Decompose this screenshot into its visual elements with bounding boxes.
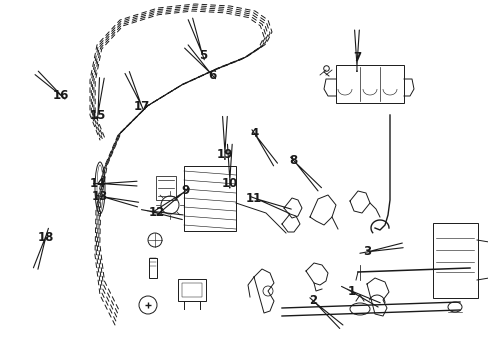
- Text: 3: 3: [359, 243, 402, 258]
- Bar: [178, 279, 205, 301]
- Bar: [183, 166, 236, 231]
- Text: 5: 5: [188, 18, 206, 62]
- Bar: [182, 283, 202, 297]
- Text: 12: 12: [141, 206, 183, 220]
- Text: 19: 19: [216, 116, 233, 161]
- Text: 18: 18: [33, 228, 54, 269]
- Bar: [149, 258, 157, 278]
- Text: 1: 1: [341, 285, 380, 307]
- Ellipse shape: [95, 162, 105, 214]
- Ellipse shape: [349, 303, 369, 315]
- Bar: [432, 223, 477, 298]
- Text: 9: 9: [154, 184, 189, 215]
- Text: 17: 17: [125, 72, 150, 113]
- FancyBboxPatch shape: [335, 65, 403, 103]
- Ellipse shape: [447, 302, 461, 312]
- Text: 16: 16: [35, 71, 69, 102]
- Text: 4: 4: [250, 127, 277, 166]
- Text: 14: 14: [89, 177, 137, 190]
- Text: 6: 6: [184, 45, 216, 82]
- Text: 7: 7: [352, 30, 360, 71]
- Text: 10: 10: [221, 144, 238, 190]
- Text: 11: 11: [245, 192, 291, 213]
- Bar: [156, 176, 176, 200]
- Ellipse shape: [97, 165, 103, 211]
- Text: 8: 8: [289, 154, 321, 191]
- Text: 15: 15: [89, 78, 106, 122]
- Text: 2: 2: [308, 294, 342, 328]
- Text: 13: 13: [92, 190, 138, 207]
